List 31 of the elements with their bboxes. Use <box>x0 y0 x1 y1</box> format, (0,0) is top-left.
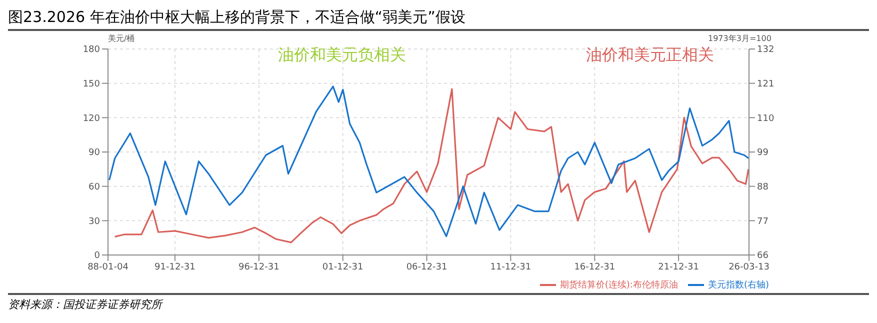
y-tick-label: 0 <box>94 251 100 262</box>
x-tick-label: 96-12-31 <box>238 262 280 272</box>
y-tick-label: 30 <box>88 216 100 227</box>
y2-axis-title: 1973年3月=100 <box>708 33 772 44</box>
y2-tick-label: 77 <box>757 216 768 227</box>
y2-tick-label: 88 <box>757 182 769 193</box>
annotation: 油价和美元正相关 <box>586 45 714 66</box>
y-tick-label: 60 <box>88 182 100 193</box>
y2-tick-label: 66 <box>757 251 769 262</box>
chart-title: 图23.2026 年在油价中枢大幅上移的背景下，不适合做“弱美元”假设 <box>8 8 869 31</box>
x-tick-label: 88-01-04 <box>88 262 129 272</box>
legend-label: 期货结算价(连续):布伦特原油 <box>560 280 678 290</box>
x-tick-label: 16-12-31 <box>574 262 616 272</box>
y-tick-label: 90 <box>88 148 100 158</box>
y2-tick-label: 132 <box>757 45 774 56</box>
y-tick-label: 150 <box>82 80 100 90</box>
y-tick-label: 120 <box>82 114 100 124</box>
y2-tick-label: 110 <box>757 114 774 124</box>
y-tick-label: 180 <box>82 45 100 56</box>
x-tick-label: 01-12-31 <box>322 262 364 272</box>
x-tick-label: 21-12-31 <box>658 262 699 272</box>
y-axis-title: 美元/桶 <box>108 33 135 44</box>
y2-tick-label: 99 <box>757 148 769 158</box>
x-tick-label: 91-12-31 <box>154 262 196 272</box>
x-tick-label: 26-03-13 <box>728 262 770 272</box>
y2-tick-label: 121 <box>757 80 774 90</box>
x-tick-label: 11-12-31 <box>490 262 532 272</box>
x-tick-label: 06-12-31 <box>406 262 448 272</box>
annotation: 油价和美元负相关 <box>278 45 406 66</box>
text: 资料来源：国投证券证券研究所 <box>8 297 164 312</box>
legend-label: 美元指数(右轴) <box>708 280 769 290</box>
